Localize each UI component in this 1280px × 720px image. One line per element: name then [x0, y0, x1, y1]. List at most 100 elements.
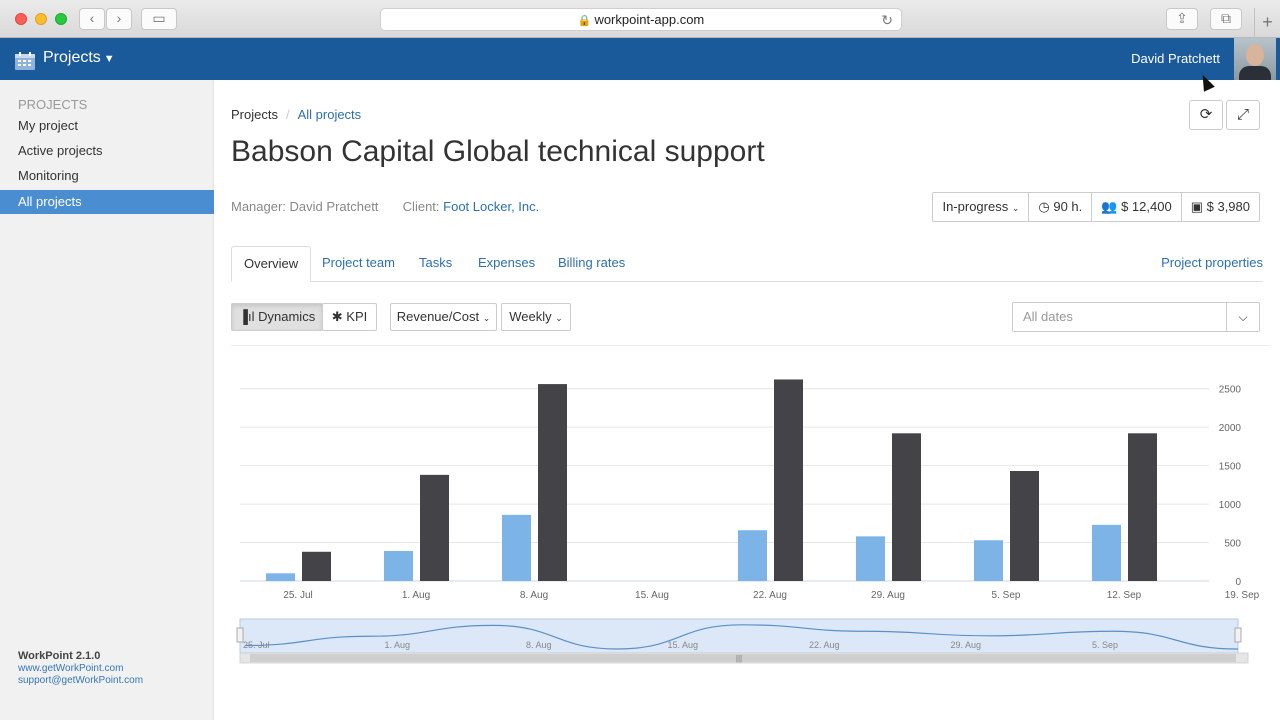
avatar[interactable] — [1234, 38, 1276, 80]
money-icon: ▣ — [1190, 199, 1203, 214]
sidebar-section-title: PROJECTS — [18, 97, 88, 112]
sidebar-item-my-project[interactable]: My project — [18, 118, 78, 133]
chevron-right-icon: › — [116, 10, 122, 26]
light-bar — [502, 514, 531, 581]
chevron-down-icon: ⌄ — [1011, 203, 1020, 213]
address-bar[interactable]: 🔒 workpoint-app.com ↻ — [380, 8, 902, 31]
dark-bar — [892, 433, 921, 581]
fullscreen-button[interactable]: ⤢ — [1226, 100, 1260, 130]
sidebar-icon: ▭ — [152, 10, 166, 26]
project-meta: Manager: David Pratchett Client: Foot Lo… — [231, 199, 539, 214]
dynamics-label: Dynamics — [258, 309, 316, 324]
dark-bar — [774, 379, 803, 581]
period-label: Weekly — [509, 309, 552, 324]
tab-project-team[interactable]: Project team — [322, 255, 395, 270]
tab-tasks[interactable]: Tasks — [419, 255, 453, 270]
navigator-tick-label: 29. Aug — [951, 640, 982, 650]
sidebar-toggle-button[interactable]: ▭ — [141, 8, 177, 30]
team-icon: 👥 — [1101, 199, 1118, 214]
new-tab-button[interactable]: + — [1254, 8, 1280, 38]
light-bar — [738, 530, 767, 581]
x-tick-label: 22. Aug — [753, 590, 787, 601]
app-version: WorkPoint 2.1.0 — [18, 650, 101, 662]
tab-billing-rates[interactable]: Billing rates — [558, 255, 626, 270]
navigator-tick-label: 1. Aug — [385, 640, 411, 650]
date-range-select[interactable]: All dates ⌵ — [1012, 302, 1260, 332]
reload-icon[interactable]: ↻ — [881, 12, 893, 28]
navigator-tick-label: 15. Aug — [668, 640, 699, 650]
sidebar-item-all-projects[interactable]: All projects — [0, 190, 214, 214]
forward-button[interactable]: › — [106, 8, 132, 30]
light-bar — [974, 540, 1003, 581]
light-bar — [1092, 524, 1121, 581]
breadcrumb-root[interactable]: Projects — [231, 107, 278, 122]
bar-chart-icon: ▐ıl — [238, 309, 255, 324]
metric-dropdown[interactable]: Revenue/Cost ⌄ — [390, 303, 497, 331]
chevron-down-icon: ▼ — [103, 53, 115, 65]
tab-overview[interactable]: Overview — [231, 246, 312, 282]
calendar-icon — [15, 52, 35, 70]
status-dropdown[interactable]: In-progress ⌄ — [933, 193, 1028, 221]
x-tick-label: 15. Aug — [635, 590, 669, 601]
y-tick-label: 0 — [1235, 577, 1241, 588]
back-button[interactable]: ‹ — [79, 8, 105, 30]
client-link[interactable]: Foot Locker, Inc. — [443, 199, 540, 214]
chart-container: 0 500 1000 1500 2000 2500 25. Jul 1. Aug 8. Aug 1… — [231, 345, 1271, 675]
manager-name: David Pratchett — [289, 199, 379, 214]
url-text: workpoint-app.com — [594, 12, 705, 27]
navigator-tick-label: 22. Aug — [809, 640, 840, 650]
tabs-overview-button[interactable]: ⧉ — [1210, 8, 1242, 30]
metric-label: Revenue/Cost — [396, 309, 480, 324]
team-cost-value: $ 12,400 — [1121, 199, 1172, 214]
kpi-button[interactable]: ✱ KPI — [322, 303, 377, 331]
navigator-handle-left — [236, 627, 244, 643]
y-tick-label: 2500 — [1219, 385, 1242, 396]
expenses-value: $ 3,980 — [1206, 199, 1250, 214]
dark-bar — [420, 474, 449, 581]
project-properties-link[interactable]: Project properties — [1161, 255, 1263, 270]
period-dropdown[interactable]: Weekly ⌄ — [501, 303, 571, 331]
refresh-button[interactable]: ⟳ — [1189, 100, 1223, 130]
sidebar-item-monitoring[interactable]: Monitoring — [18, 168, 79, 183]
app-menu-dropdown[interactable]: Projects ▼ — [43, 49, 115, 67]
navigator-tick-label: 25. Jul — [243, 640, 270, 650]
tabs-icon: ⧉ — [1221, 10, 1231, 26]
scrollbar-grip-icon: ||| — [736, 654, 742, 663]
expenses-stat: ▣ $ 3,980 — [1180, 193, 1259, 221]
navigator-tick-label: 5. Sep — [1092, 640, 1118, 650]
dark-bar — [1010, 471, 1039, 581]
sidebar: PROJECTS My project Active projects Moni… — [0, 80, 214, 720]
dynamics-button[interactable]: ▐ıl Dynamics — [231, 303, 323, 331]
navigator-series-line — [244, 624, 1239, 650]
clock-icon: ◷ — [1038, 199, 1050, 214]
close-window-button[interactable] — [15, 13, 27, 25]
minimize-window-button[interactable] — [35, 13, 47, 25]
sidebar-item-active-projects[interactable]: Active projects — [18, 143, 103, 158]
user-name[interactable]: David Pratchett — [1131, 51, 1220, 66]
x-tick-label: 29. Aug — [871, 590, 905, 601]
share-button[interactable]: ⇪ — [1166, 8, 1198, 30]
revenue-cost-chart: 0 500 1000 1500 2000 2500 25. Jul 1. Aug 8. Aug 1… — [236, 379, 1260, 664]
breadcrumb-current[interactable]: All projects — [297, 107, 362, 122]
website-link[interactable]: www.getWorkPoint.com — [18, 663, 124, 674]
hours-value: 90 h. — [1053, 199, 1083, 214]
zoom-window-button[interactable] — [55, 13, 67, 25]
x-tick-label: 12. Sep — [1107, 590, 1142, 601]
light-bar — [856, 536, 885, 581]
x-tick-label: 1. Aug — [402, 590, 430, 601]
x-tick-label: 25. Jul — [283, 590, 312, 601]
chevron-down-icon: ⌄ — [555, 313, 563, 323]
date-range-placeholder: All dates — [1023, 309, 1073, 324]
tab-expenses[interactable]: Expenses — [478, 255, 536, 270]
page-title: Babson Capital Global technical support — [231, 135, 765, 168]
share-icon: ⇪ — [1176, 10, 1188, 26]
hours-stat: ◷ 90 h. — [1028, 193, 1091, 221]
y-tick-label: 2000 — [1219, 423, 1242, 434]
browser-toolbar: ‹ › ▭ 🔒 workpoint-app.com ↻ ⇪ ⧉ + — [0, 0, 1280, 38]
main-content: Projects / All projects ⟳ ⤢ Babson Capital… — [214, 80, 1280, 720]
support-email-link[interactable]: support@getWorkPoint.com — [18, 675, 144, 686]
x-tick-label: 5. Sep — [992, 590, 1021, 601]
y-tick-label: 1000 — [1219, 500, 1242, 511]
chevron-down-icon[interactable]: ⌵ — [1226, 303, 1259, 331]
y-tick-label: 500 — [1224, 539, 1241, 550]
